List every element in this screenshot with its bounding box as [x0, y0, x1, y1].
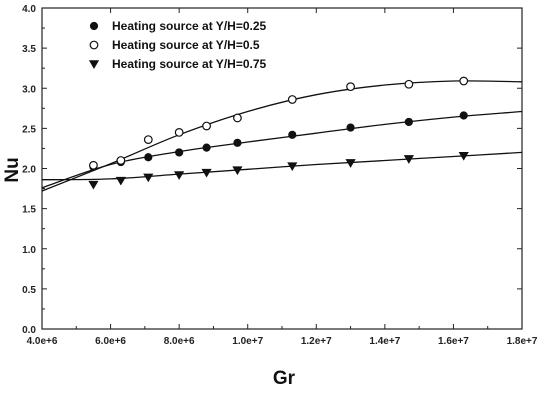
y-tick-label: 2.5 — [22, 124, 36, 135]
series-3-point — [143, 173, 154, 183]
x-tick-label: 4.0e+6 — [27, 336, 58, 347]
series-2-point — [202, 121, 211, 131]
series-1-point — [459, 111, 468, 120]
y-tick-label: 3.5 — [22, 44, 36, 55]
series-2-point — [459, 76, 469, 86]
y-axis: 0.0 0.5 1.0 1.5 2.0 2.5 3.0 3.5 4.0 — [22, 4, 522, 336]
series-2-point — [287, 95, 297, 104]
series-1-point — [144, 153, 153, 162]
series-2-point — [346, 82, 355, 92]
x-axis-title: Gr — [273, 368, 296, 389]
x-tick-label: 1.2e+7 — [301, 336, 332, 347]
series-2-point — [116, 156, 126, 165]
series-2-point — [143, 135, 153, 145]
series-3-point — [201, 168, 212, 178]
series-1-point — [175, 148, 184, 157]
series-3-point — [115, 176, 126, 186]
legend-label-3: Heating source at Y/H=0.75 — [112, 57, 267, 71]
x-tick-label: 1.8e+7 — [507, 336, 538, 347]
series-1-point — [288, 130, 297, 139]
x-tick-label: 8.0e+6 — [164, 336, 195, 347]
x-tick-label: 1.4e+7 — [369, 336, 400, 347]
y-axis-title: Nu — [2, 157, 23, 182]
y-tick-label: 0.5 — [22, 285, 36, 296]
series-1-point — [202, 143, 211, 152]
series-2-point — [404, 79, 414, 89]
y-tick-label: 1.5 — [22, 205, 36, 216]
series-3-point — [232, 166, 243, 176]
series-2-point — [233, 113, 242, 123]
y-tick-label: 3.0 — [22, 84, 36, 95]
series-2-point — [174, 127, 184, 137]
series-1-point — [233, 138, 242, 147]
x-tick-label: 1.6e+7 — [438, 336, 469, 347]
legend-marker-1 — [89, 21, 99, 31]
x-axis: 4.0e+6 6.0e+6 8.0e+6 1.0e+7 1.2e+7 1.4e+7 1.6e… — [27, 8, 538, 347]
x-tick-label: 6.0e+6 — [95, 336, 126, 347]
y-tick-label: 2.0 — [22, 165, 36, 176]
x-tick-label: 1.0e+7 — [232, 336, 263, 347]
series-3-point — [403, 155, 414, 164]
legend-marker-3 — [88, 60, 100, 69]
y-tick-label: 4.0 — [22, 4, 36, 15]
data-markers — [88, 76, 469, 190]
series-1-point — [404, 117, 413, 127]
series-3-point — [458, 151, 469, 161]
series-3-point — [174, 171, 185, 180]
legend-marker-2 — [89, 40, 99, 50]
legend-label-2: Heating source at Y/H=0.5 — [112, 38, 260, 52]
series-3-point — [287, 162, 298, 172]
y-tick-label: 1.0 — [22, 245, 36, 256]
series-3-point — [345, 159, 356, 168]
series-2-point — [89, 160, 98, 170]
series-1-point — [346, 123, 355, 132]
legend-label-1: Heating source at Y/H=0.25 — [112, 19, 267, 33]
series-3-point — [88, 180, 99, 190]
y-tick-label: 0.0 — [22, 325, 36, 336]
legend: Heating source at Y/H=0.25 Heating source… — [88, 19, 267, 71]
